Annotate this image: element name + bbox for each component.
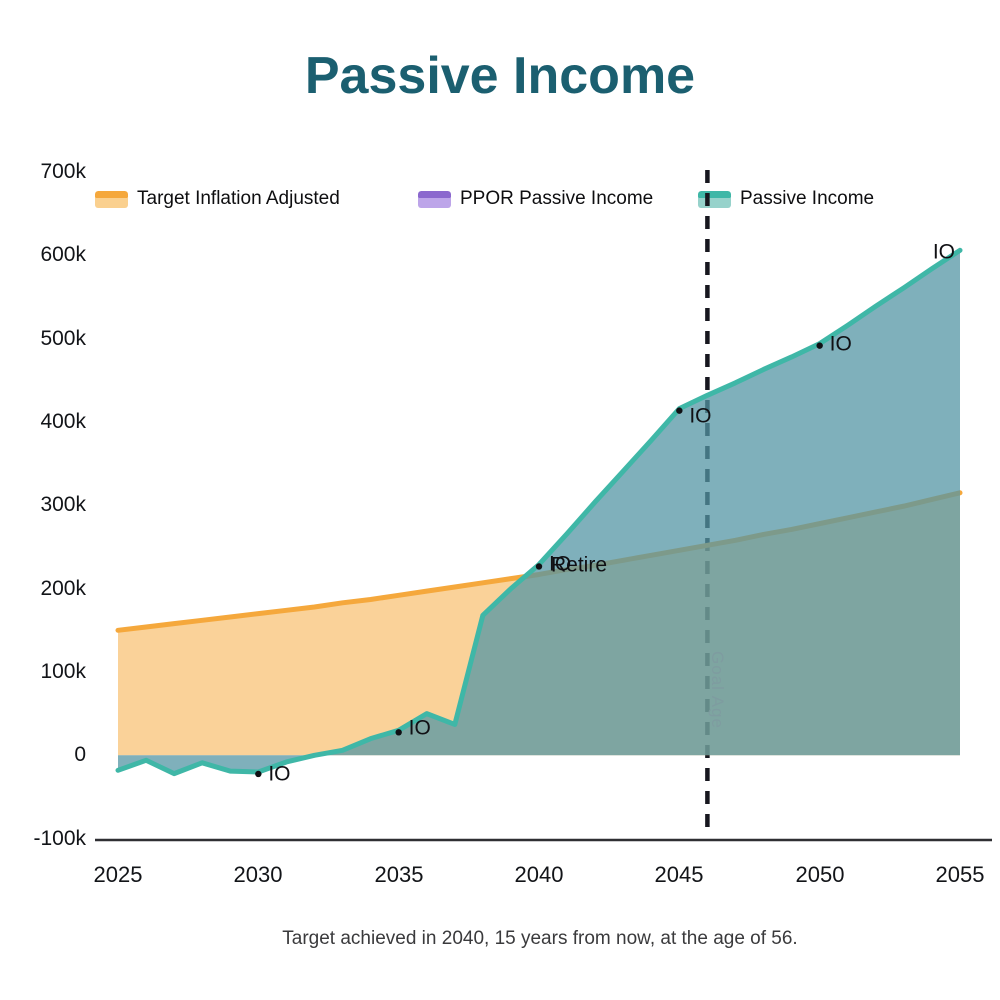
y-tick: 400k	[40, 410, 86, 433]
x-tick: 2055	[935, 862, 985, 887]
legend-item-passive-income[interactable]: Passive Income	[698, 188, 874, 210]
legend-label: Passive Income	[740, 188, 875, 209]
x-tick: 2045	[654, 862, 704, 887]
y-tick: 500k	[40, 327, 86, 350]
chart-title: Passive Income	[304, 47, 696, 105]
legend-label: PPOR Passive Income	[460, 188, 654, 209]
y-tick: 100k	[40, 660, 86, 683]
annotation-retire-2040: Retire	[551, 553, 608, 577]
goal-age-label: Goal Age	[708, 651, 727, 729]
y-tick: 0	[74, 743, 86, 766]
annotation-io-2030: IO	[268, 762, 291, 786]
legend-item-target-inflation-adjusted[interactable]: Target Inflation Adjusted	[95, 188, 340, 210]
y-tick: 300k	[40, 493, 86, 516]
annotation-io-2040: IO	[549, 552, 572, 576]
annotation-io-2035: IO	[408, 716, 431, 740]
area-swatch-icon	[418, 190, 451, 208]
x-tick: 2025	[93, 862, 143, 887]
y-tick: -100k	[33, 827, 86, 850]
area-swatch-icon	[698, 190, 731, 208]
area-swatch-icon	[95, 190, 128, 208]
x-tick: 2035	[374, 862, 424, 887]
legend-item-ppor-passive-income[interactable]: PPOR Passive Income	[418, 188, 653, 210]
y-tick: 700k	[40, 160, 86, 183]
x-tick: 2030	[233, 862, 283, 887]
annotation-io-2055: IO	[932, 240, 955, 264]
chart-caption: Target achieved in 2040, 15 years from n…	[282, 928, 798, 949]
y-tick: 600k	[40, 243, 86, 266]
annotation-io-2045: IO	[689, 403, 712, 427]
x-tick: 2050	[795, 862, 845, 887]
x-tick: 2040	[514, 862, 564, 887]
legend-label: Target Inflation Adjusted	[137, 188, 340, 209]
annotation-io-2050: IO	[829, 331, 852, 355]
y-tick: 200k	[40, 577, 86, 600]
